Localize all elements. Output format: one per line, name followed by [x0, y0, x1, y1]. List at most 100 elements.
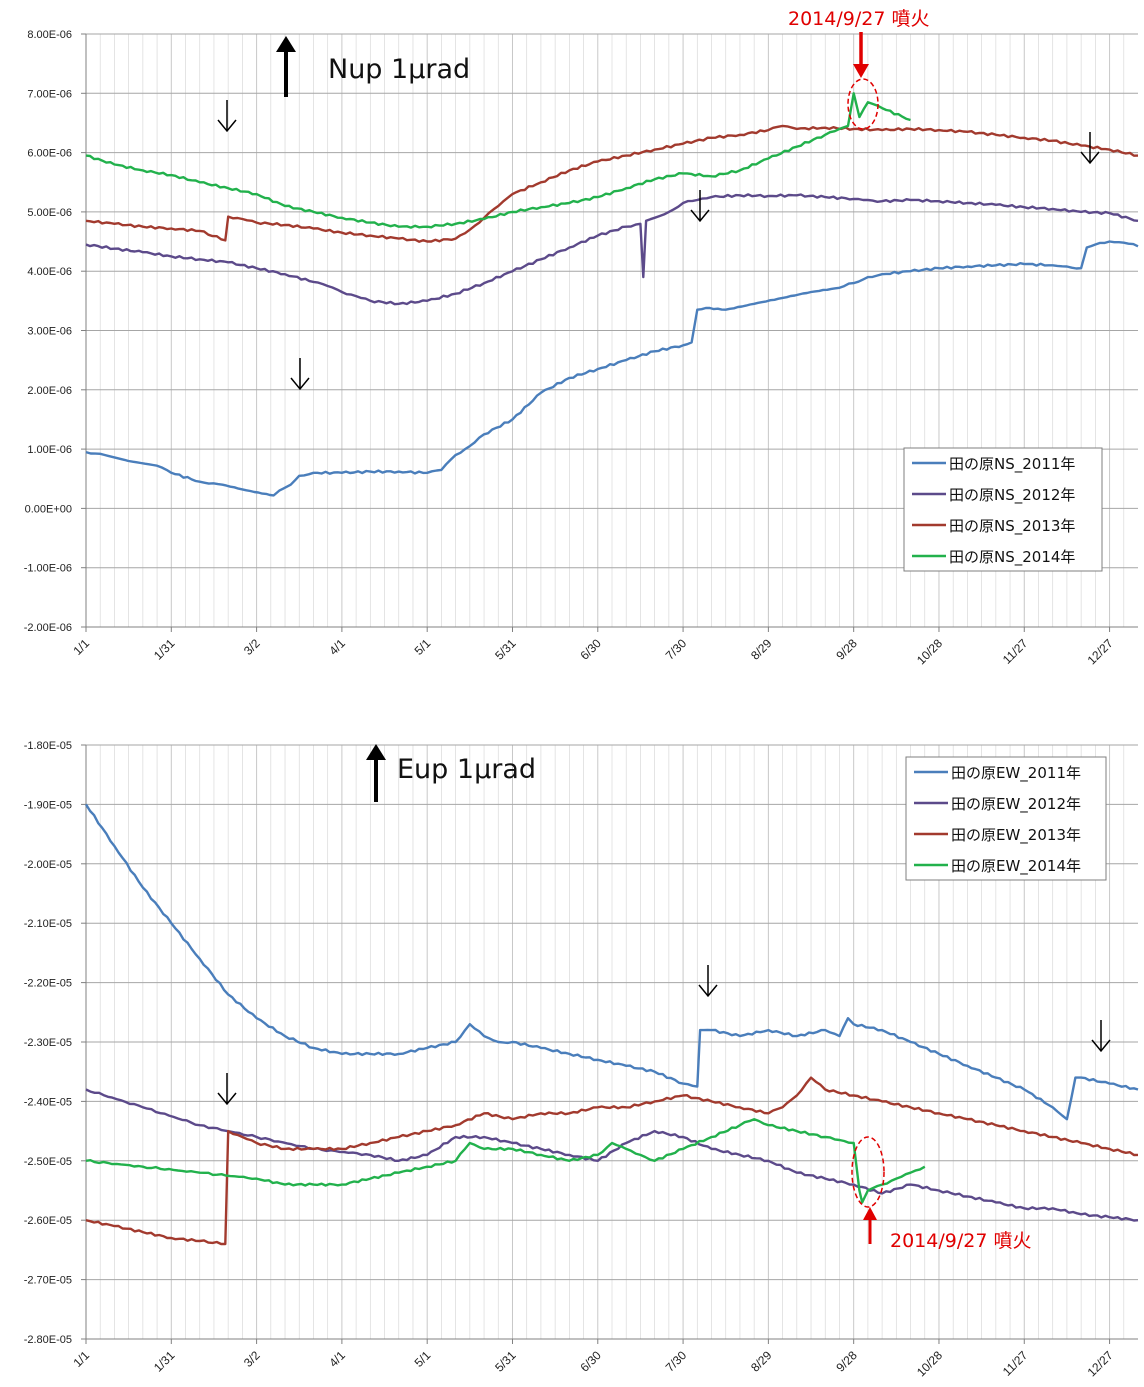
- svg-text:田の原NS_2012年: 田の原NS_2012年: [949, 486, 1075, 505]
- bottom-unit-label: Eup 1μrad: [397, 754, 536, 785]
- top-eruption-label: 2014/9/27 噴火: [788, 8, 929, 30]
- top-y-axis-ticks: 8.00E-06 7.00E-06 6.00E-06 5.00E-06 4.00E-06…: [24, 29, 86, 634]
- y-tick-label: -2.20E-05: [24, 978, 72, 990]
- top-unit-label: Nup 1μrad: [328, 54, 470, 85]
- ew-tilt-chart: -1.80E-05 -1.90E-05 -2.00E-05 -2.10E-05 -2.2…: [24, 740, 1139, 1379]
- y-tick-label: 2.00E-06: [27, 385, 72, 397]
- x-tick-label: 4/1: [326, 636, 348, 658]
- bottom-series-lines: [84, 803, 1139, 1246]
- svg-text:田の原NS_2014年: 田の原NS_2014年: [949, 548, 1075, 567]
- bottom-eruption-label: 2014/9/27 噴火: [890, 1230, 1031, 1252]
- bottom-unit-arrow: [366, 744, 386, 802]
- y-tick-label: -2.00E-05: [24, 859, 72, 871]
- bottom-eruption-circle: [851, 1136, 885, 1208]
- x-tick-label: 6/30: [577, 636, 604, 663]
- y-tick-label: -1.80E-05: [24, 740, 72, 752]
- y-tick-label: -2.30E-05: [24, 1037, 72, 1049]
- series-line-2012: [85, 1088, 1139, 1222]
- svg-text:田の原EW_2013年: 田の原EW_2013年: [951, 826, 1081, 845]
- top-unit-arrow: [276, 36, 296, 97]
- x-tick-label: 7/30: [663, 1348, 690, 1375]
- bottom-legend-item-2014: 田の原EW_2014年: [914, 857, 1081, 876]
- series-line-2014: [85, 92, 911, 229]
- y-tick-label: 3.00E-06: [27, 326, 72, 338]
- x-tick-label: 11/27: [1000, 1348, 1031, 1379]
- top-down-arrow-3: [690, 190, 710, 223]
- x-tick-label: 9/28: [833, 1348, 860, 1375]
- y-tick-label: 4.00E-06: [27, 266, 72, 278]
- y-tick-label: -2.10E-05: [24, 918, 72, 930]
- top-down-arrow-2: [290, 358, 310, 391]
- bottom-x-axis-ticks: 1/1 1/31 3/2 4/1 5/1 5/31 6/30 7/30 8/29 9/28 10/2…: [70, 1339, 1116, 1379]
- top-down-arrow-4: [1080, 132, 1100, 165]
- x-tick-label: 4/1: [326, 1348, 348, 1370]
- x-tick-label: 10/28: [914, 1348, 945, 1379]
- top-legend: 田の原NS_2011年 田の原NS_2012年 田の原NS_2013年 田の原N…: [903, 447, 1103, 572]
- x-tick-label: 6/30: [577, 1348, 604, 1375]
- bottom-down-arrow-2: [698, 965, 718, 998]
- x-tick-label: 1/1: [70, 1348, 92, 1370]
- y-tick-label: -2.60E-05: [24, 1215, 72, 1227]
- top-x-axis-ticks: 1/1 1/31 3/2 4/1 5/1 5/31 6/30 7/30 8/29 9/28 10/2…: [70, 627, 1116, 667]
- x-tick-label: 5/31: [492, 1348, 519, 1375]
- x-tick-label: 9/28: [833, 636, 860, 663]
- bottom-down-arrow-3: [1091, 1020, 1111, 1053]
- bottom-eruption-arrow: [863, 1207, 877, 1244]
- svg-text:田の原EW_2011年: 田の原EW_2011年: [951, 764, 1081, 783]
- svg-text:田の原EW_2012年: 田の原EW_2012年: [951, 795, 1081, 814]
- top-legend-item-2013: 田の原NS_2013年: [912, 517, 1075, 536]
- y-tick-label: 7.00E-06: [27, 88, 72, 100]
- x-tick-label: 10/28: [914, 636, 945, 667]
- x-tick-label: 8/29: [748, 1348, 775, 1375]
- svg-text:田の原NS_2011年: 田の原NS_2011年: [949, 455, 1075, 474]
- x-tick-label: 12/27: [1085, 1348, 1116, 1379]
- top-down-arrow-1: [217, 100, 237, 133]
- series-line-2011: [84, 803, 1139, 1121]
- top-legend-item-2014: 田の原NS_2014年: [912, 548, 1075, 567]
- series-line-2011: [85, 240, 1139, 497]
- top-eruption-arrow: [853, 32, 869, 78]
- series-line-2014: [85, 1117, 926, 1204]
- y-tick-label: -2.00E-06: [24, 622, 72, 634]
- bottom-down-arrow-1: [217, 1073, 237, 1106]
- top-legend-item-2011: 田の原NS_2011年: [912, 455, 1075, 474]
- y-tick-label: 6.00E-06: [27, 148, 72, 160]
- bottom-grid: [85, 744, 1138, 1340]
- x-tick-label: 1/31: [151, 1348, 178, 1375]
- y-tick-label: 0.00E+00: [25, 503, 72, 515]
- y-tick-label: -2.50E-05: [24, 1156, 72, 1168]
- bottom-legend-item-2011: 田の原EW_2011年: [914, 764, 1081, 783]
- bottom-legend-item-2013: 田の原EW_2013年: [914, 826, 1081, 845]
- x-tick-label: 5/1: [412, 636, 434, 658]
- series-line-2013: [85, 1076, 1139, 1246]
- x-tick-label: 11/27: [1000, 636, 1031, 667]
- y-tick-label: -1.00E-06: [24, 563, 72, 575]
- x-tick-label: 7/30: [663, 636, 690, 663]
- x-tick-label: 5/1: [412, 1348, 434, 1370]
- y-tick-label: -2.70E-05: [24, 1275, 72, 1287]
- y-tick-label: 5.00E-06: [27, 207, 72, 219]
- x-tick-label: 12/27: [1085, 636, 1116, 667]
- y-tick-label: -1.90E-05: [24, 799, 72, 811]
- y-tick-label: 8.00E-06: [27, 29, 72, 41]
- y-tick-label: 1.00E-06: [27, 444, 72, 456]
- svg-text:田の原EW_2014年: 田の原EW_2014年: [951, 857, 1081, 876]
- bottom-legend-item-2012: 田の原EW_2012年: [914, 795, 1081, 814]
- top-grid: [85, 33, 1138, 628]
- bottom-legend: 田の原EW_2011年 田の原EW_2012年 田の原EW_2013年 田の原E…: [905, 756, 1107, 881]
- y-tick-label: -2.80E-05: [24, 1334, 72, 1346]
- top-series-lines: [85, 92, 1139, 497]
- x-tick-label: 8/29: [748, 636, 775, 663]
- ns-tilt-chart: 8.00E-06 7.00E-06 6.00E-06 5.00E-06 4.00E-06…: [24, 8, 1139, 667]
- top-eruption-circle: [847, 78, 879, 130]
- x-tick-label: 1/31: [151, 636, 178, 663]
- series-line-2013: [85, 124, 1139, 243]
- x-tick-label: 3/2: [241, 1348, 263, 1370]
- top-legend-item-2012: 田の原NS_2012年: [912, 486, 1075, 505]
- svg-text:田の原NS_2013年: 田の原NS_2013年: [949, 517, 1075, 536]
- x-tick-label: 1/1: [70, 636, 92, 658]
- bottom-y-axis-ticks: -1.80E-05 -1.90E-05 -2.00E-05 -2.10E-05 -2.2…: [24, 740, 86, 1346]
- x-tick-label: 5/31: [492, 636, 519, 663]
- series-line-2012: [85, 193, 1139, 306]
